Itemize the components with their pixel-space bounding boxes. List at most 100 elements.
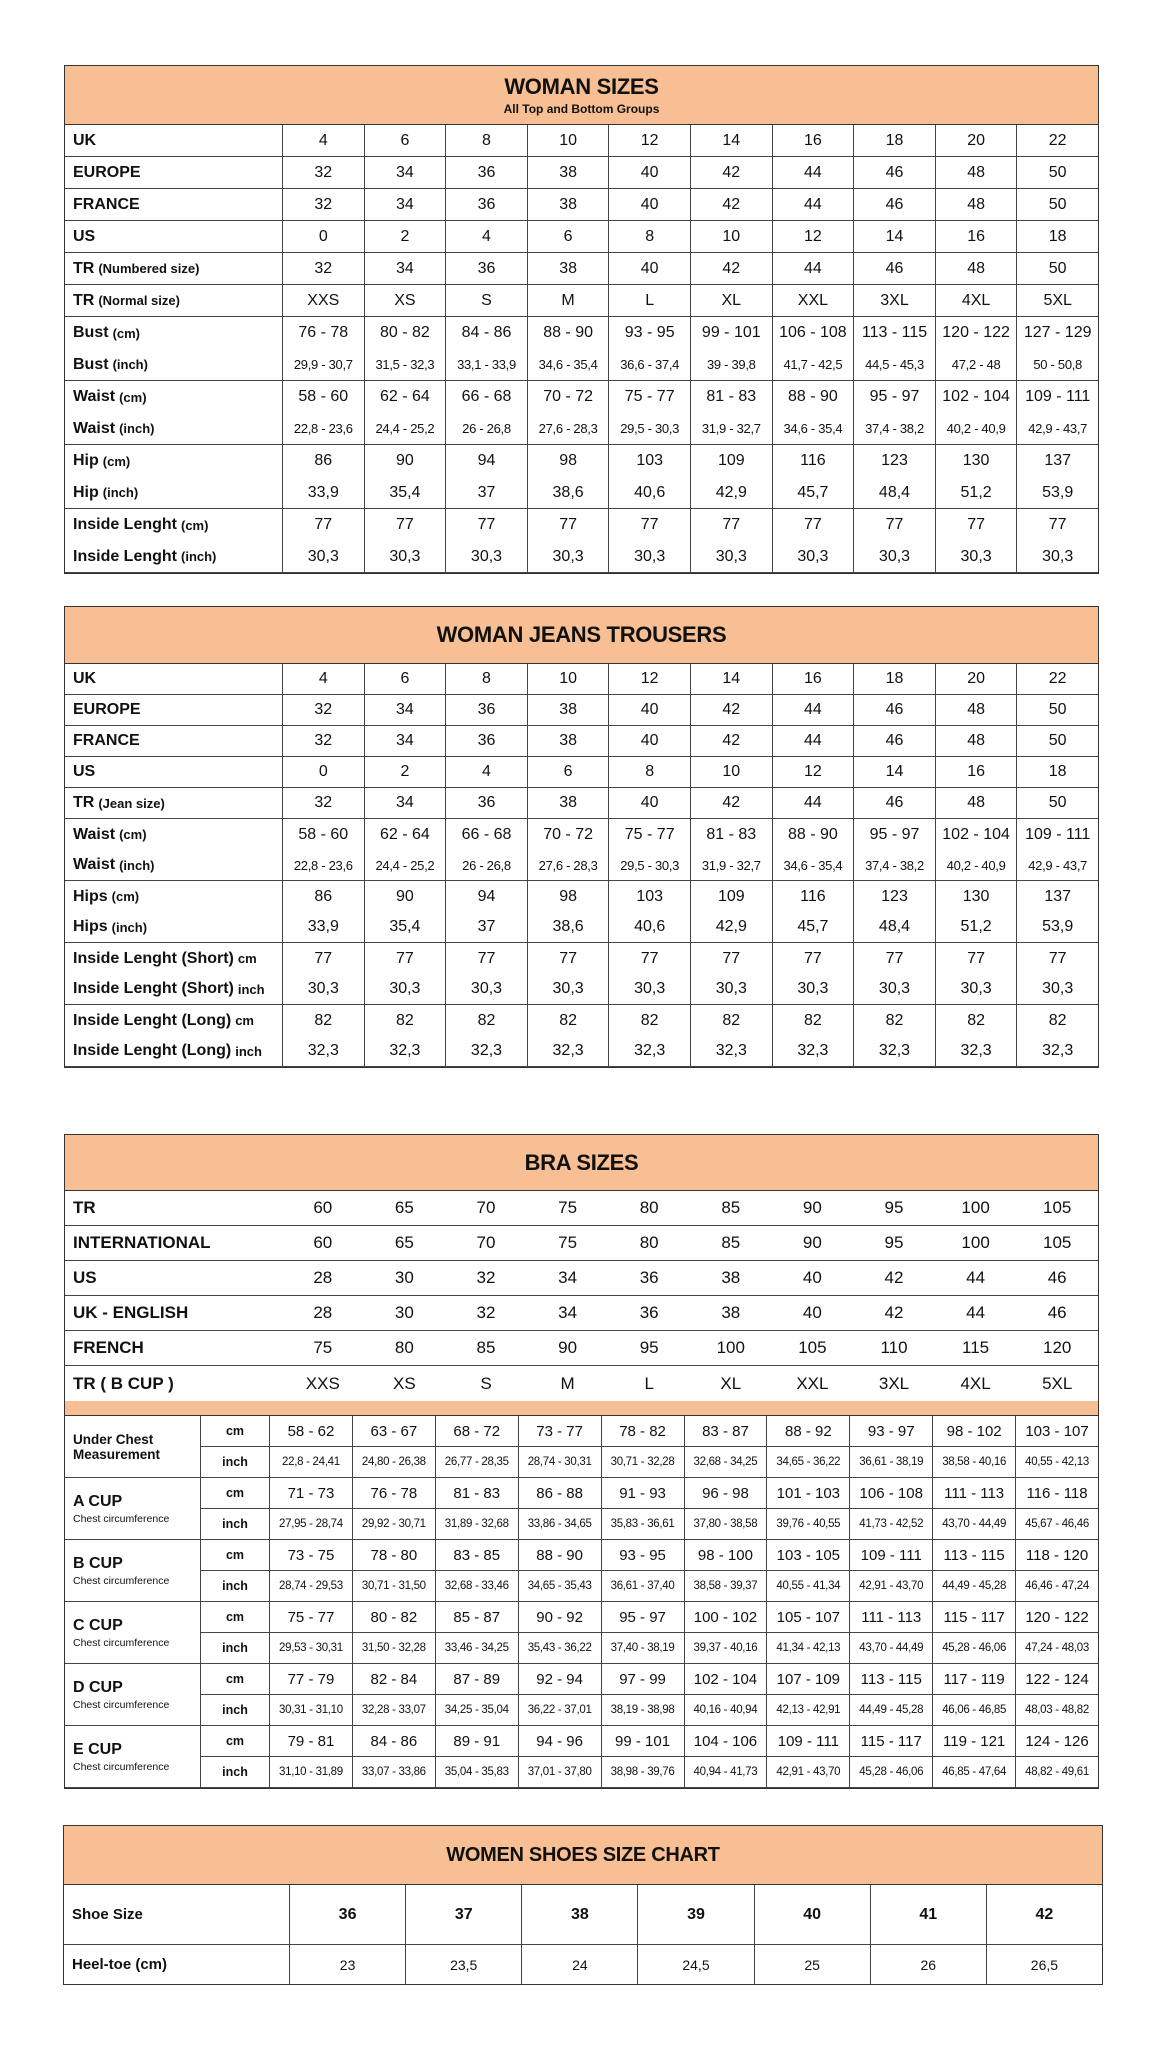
table-cell: 40,55 - 42,13 bbox=[1015, 1447, 1098, 1478]
table-cell: XS bbox=[393, 1373, 416, 1393]
table-cell: 38,58 - 40,16 bbox=[932, 1447, 1016, 1478]
table-cell: 75 - 77 bbox=[608, 819, 690, 850]
table-cell: 26 - 26,8 bbox=[445, 850, 527, 881]
table-cell: 113 - 115 bbox=[853, 317, 935, 349]
row-label: Hips (inch) bbox=[65, 912, 282, 943]
row-label-text: Waist bbox=[73, 856, 116, 873]
table-cell: 113 - 115 bbox=[849, 1664, 933, 1695]
row-unit: (inch) bbox=[102, 485, 139, 500]
table-cell: 28,74 - 30,31 bbox=[517, 1447, 601, 1478]
table-cell: 104 - 106 bbox=[683, 1726, 767, 1757]
table-cell: 106 - 108 bbox=[771, 317, 854, 349]
table-cell: 37,80 - 38,58 bbox=[683, 1509, 767, 1540]
table-cell: 27,6 - 28,3 bbox=[526, 413, 609, 445]
cup-subtitle: Chest circumference bbox=[73, 1698, 170, 1711]
table-cell: 38 bbox=[526, 726, 609, 757]
table-cell: 46 bbox=[853, 189, 935, 221]
table-cell: 86 - 88 bbox=[517, 1478, 601, 1509]
table-cell: 40,6 bbox=[608, 477, 690, 509]
row-unit: (inch) bbox=[112, 357, 148, 372]
row-label: Inside Lenght (inch) bbox=[65, 541, 282, 573]
table-cell: 30,3 bbox=[853, 974, 935, 1005]
table-title: BRA SIZES bbox=[524, 1149, 639, 1175]
table-cell: S bbox=[480, 1373, 492, 1393]
table-cell: 27,6 - 28,3 bbox=[526, 850, 609, 881]
table-cell: 32,3 bbox=[853, 1036, 935, 1067]
table-cell: 38 bbox=[689, 1296, 772, 1331]
table-cell: 137 bbox=[1016, 881, 1098, 912]
table-cell: 109 - 111 bbox=[1016, 381, 1098, 413]
table-cell: 32,3 bbox=[608, 1036, 690, 1067]
table-cell: 40 bbox=[771, 1296, 854, 1331]
table-cell: 34 bbox=[363, 788, 446, 819]
table-cell: 105 bbox=[1016, 1191, 1098, 1226]
row-label: Bust (inch) bbox=[65, 349, 282, 381]
table-cell: 32 bbox=[445, 1296, 527, 1331]
unit-label: inch bbox=[201, 1571, 269, 1602]
table-cell: 30,3 bbox=[445, 541, 527, 573]
table-cell: 31,89 - 32,68 bbox=[434, 1509, 518, 1540]
table-cell: 6 bbox=[526, 221, 609, 253]
table-cell: 2 bbox=[363, 757, 446, 788]
table-cell: 100 bbox=[934, 1191, 1017, 1226]
table-cell: 38 bbox=[526, 253, 609, 285]
table-cell: 44 bbox=[934, 1261, 1017, 1296]
table-cell: 90 bbox=[526, 1331, 609, 1366]
table-cell: 0 bbox=[282, 221, 364, 253]
table-cell: 29,5 - 30,3 bbox=[608, 413, 690, 445]
table-cell: XXL bbox=[771, 285, 854, 317]
table-cell: 39,37 - 40,16 bbox=[683, 1633, 767, 1664]
table-cell: 40 bbox=[608, 695, 690, 726]
row-label-text: TR bbox=[73, 291, 95, 309]
table-cell: 89 - 91 bbox=[434, 1726, 518, 1757]
table-cell: 120 bbox=[1016, 1331, 1098, 1366]
table-cell: 37,40 - 38,19 bbox=[600, 1633, 684, 1664]
table-cell: 77 bbox=[853, 509, 935, 541]
table-cell: 8 bbox=[608, 221, 690, 253]
table-cell: 82 bbox=[445, 1005, 527, 1036]
table-cell: 116 - 118 bbox=[1015, 1478, 1098, 1509]
table-cell: 34,6 - 35,4 bbox=[771, 850, 854, 881]
table-cell: 100 bbox=[689, 1331, 772, 1366]
table-cell: 24,4 - 25,2 bbox=[363, 413, 446, 445]
row-unit: (cm) bbox=[102, 453, 131, 469]
table-cell: 36 bbox=[608, 1296, 690, 1331]
table-cell: 82 bbox=[934, 1005, 1017, 1036]
table-cell: 39 - 39,8 bbox=[689, 349, 772, 381]
table-cell: 36,61 - 38,19 bbox=[849, 1447, 933, 1478]
table-cell: 78 - 80 bbox=[351, 1540, 435, 1571]
row-unit: (Jean size) bbox=[98, 795, 165, 811]
table-cell: 31,9 - 32,7 bbox=[689, 413, 772, 445]
table-cell: 98 bbox=[526, 881, 609, 912]
row-label: Waist (cm) bbox=[65, 381, 282, 413]
table-cell: 44 bbox=[771, 695, 854, 726]
table-cell: 30,71 - 32,28 bbox=[600, 1447, 684, 1478]
table-cell: 28,74 - 29,53 bbox=[269, 1571, 352, 1602]
table-cell: L bbox=[608, 285, 690, 317]
table-cell: 45,67 - 46,46 bbox=[1015, 1509, 1098, 1540]
cup-label: D CUP Chest circumference bbox=[65, 1664, 201, 1726]
table-cell: 79 - 81 bbox=[269, 1726, 352, 1757]
table-cell: 77 bbox=[608, 943, 690, 974]
table-cell: 44,5 - 45,3 bbox=[853, 349, 935, 381]
table-cell: 88 - 90 bbox=[526, 317, 609, 349]
table-cell: 10 bbox=[689, 757, 772, 788]
table-cell: 45,7 bbox=[771, 477, 854, 509]
table-cell: 40,2 - 40,9 bbox=[934, 850, 1017, 881]
table-cell: 81 - 83 bbox=[689, 819, 772, 850]
table-cell: 22,8 - 23,6 bbox=[282, 850, 364, 881]
table-cell: 77 bbox=[689, 943, 772, 974]
table-cell: 37 bbox=[405, 1885, 522, 1945]
table-cell: 95 - 97 bbox=[600, 1602, 684, 1633]
row-unit: (inch) bbox=[119, 857, 155, 873]
table-cell: 40 bbox=[608, 157, 690, 189]
row-label: FRANCE bbox=[65, 726, 282, 757]
row-label-text: UK bbox=[73, 670, 97, 687]
table-cell: 111 - 113 bbox=[932, 1478, 1016, 1509]
table-cell: 24,4 - 25,2 bbox=[363, 850, 446, 881]
table-cell: 66 - 68 bbox=[445, 819, 527, 850]
row-unit: (cm) bbox=[119, 389, 147, 405]
row-label-text: Bust bbox=[73, 355, 109, 373]
table-cell: 65 bbox=[363, 1191, 446, 1226]
table-cell: 46 bbox=[853, 726, 935, 757]
